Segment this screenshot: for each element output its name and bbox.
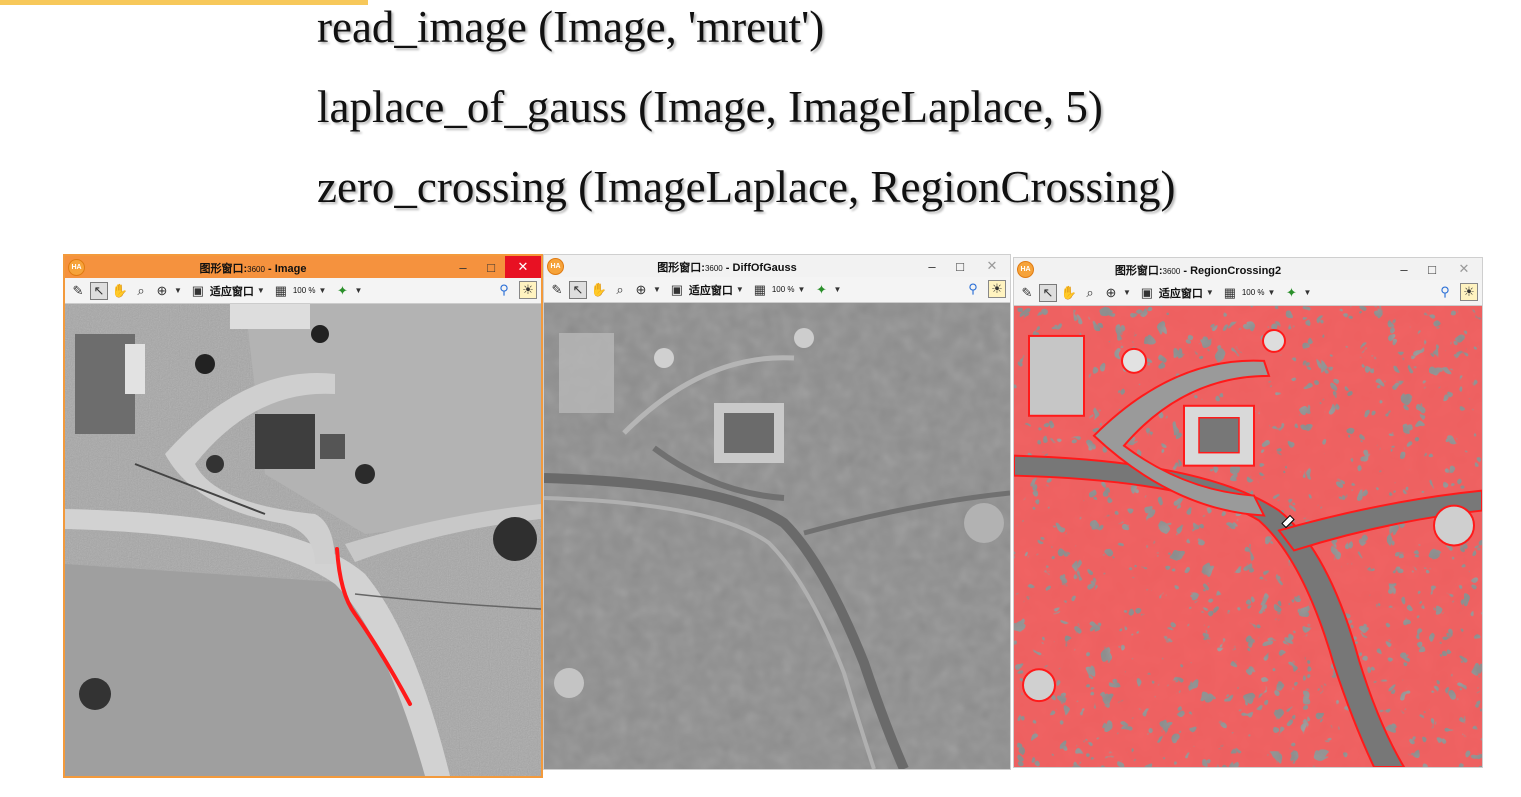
zoom-icon[interactable]: ⌕ (616, 281, 624, 297)
minimize-button[interactable]: – (928, 258, 936, 274)
slide-accent-bar (0, 0, 368, 5)
chevron-down-icon[interactable]: ▼ (174, 286, 182, 295)
graphics-window-image[interactable]: HA 图形窗口:3600 - Image – □ ✕ ✎ ↖ ✋ ⌕ ⊕ ▼ ▣… (63, 254, 543, 778)
zoom-icon[interactable]: ⌕ (137, 282, 145, 298)
draw-icon[interactable]: ✎ (551, 281, 563, 297)
title-id: 3600 (1162, 267, 1181, 276)
halcon-app-icon: HA (68, 258, 85, 276)
zoom-level-icon[interactable]: ▦ (274, 282, 287, 298)
fit-window-button[interactable]: 适应窗口 (209, 285, 254, 298)
chevron-down-icon[interactable]: ▼ (1303, 288, 1312, 297)
close-button[interactable]: ✕ (986, 258, 998, 273)
title-separator: - (264, 263, 275, 275)
window-title: 图形窗口:3600 - DiffOfGauss (544, 259, 910, 275)
window-title: 图形窗口:3600 - RegionCrossing2 (1014, 262, 1382, 278)
fit-window-icon[interactable]: ▣ (670, 281, 684, 297)
window-titlebar[interactable]: HA 图形窗口:3600 - DiffOfGauss – □ ✕ (544, 255, 1010, 277)
pencil-cursor-icon (1281, 514, 1295, 529)
title-id: 3600 (247, 265, 265, 274)
code-line-zero-crossing: zero_crossing (ImageLaplace, RegionCross… (317, 162, 1176, 212)
draw-icon[interactable]: ✎ (72, 282, 84, 298)
fit-window-button[interactable]: 适应窗口 (688, 284, 733, 297)
title-name: DiffOfGauss (732, 262, 797, 274)
inspect-icon[interactable]: ⚲ (499, 282, 509, 297)
chevron-down-icon[interactable]: ▼ (354, 286, 363, 295)
inspect-icon[interactable]: ⚲ (1440, 284, 1450, 299)
zoom-icon[interactable]: ⌕ (1086, 284, 1094, 300)
chevron-down-icon[interactable]: ▼ (1123, 288, 1131, 297)
code-line-read-image: read_image (Image, 'mreut') (317, 2, 825, 52)
maximize-button[interactable]: □ (1428, 261, 1436, 277)
title-prefix: 图形窗口: (199, 263, 248, 275)
chevron-down-icon[interactable]: ▼ (797, 285, 806, 294)
image-canvas[interactable] (65, 304, 541, 776)
window-titlebar[interactable]: HA 图形窗口:3600 - RegionCrossing2 – □ ✕ (1014, 258, 1482, 280)
title-name: RegionCrossing2 (1190, 265, 1282, 277)
aerial-image (65, 304, 541, 776)
fit-window-button[interactable]: 适应窗口 (1158, 287, 1203, 300)
window-title: 图形窗口:3600 - Image (65, 260, 441, 276)
pan-hand-icon[interactable]: ✋ (1060, 284, 1078, 300)
graphics-window-regioncrossing[interactable]: HA 图形窗口:3600 - RegionCrossing2 – □ ✕ ✎ ↖… (1013, 257, 1483, 768)
pointer-icon[interactable]: ↖ (569, 280, 587, 299)
title-prefix: 图形窗口: (1114, 265, 1163, 277)
draw-icon[interactable]: ✎ (1021, 284, 1033, 300)
fit-window-icon[interactable]: ▣ (1140, 284, 1154, 300)
chevron-down-icon[interactable]: ▼ (1267, 288, 1276, 297)
minimize-button[interactable]: – (1400, 261, 1408, 277)
zoom-plus-icon[interactable]: ⊕ (1105, 284, 1117, 300)
window-titlebar[interactable]: HA 图形窗口:3600 - Image – □ ✕ (65, 256, 541, 278)
pan-hand-icon[interactable]: ✋ (590, 281, 608, 297)
graphics-window-diffofgauss[interactable]: HA 图形窗口:3600 - DiffOfGauss – □ ✕ ✎ ↖ ✋ ⌕… (543, 254, 1011, 770)
inspect-icon[interactable]: ⚲ (968, 281, 978, 296)
light-icon[interactable]: ☀ (519, 281, 537, 299)
code-listing: read_image (Image, 'mreut') laplace_of_g… (317, 0, 1175, 227)
halcon-app-icon: HA (547, 257, 564, 275)
halcon-app-icon: HA (1017, 260, 1034, 278)
chevron-down-icon[interactable]: ▼ (735, 285, 744, 294)
zoom-level-select[interactable]: 100 % (292, 286, 316, 295)
light-icon[interactable]: ☀ (1460, 283, 1478, 301)
pointer-icon[interactable]: ↖ (1039, 283, 1057, 302)
title-separator: - (722, 262, 733, 274)
title-id: 3600 (704, 264, 723, 273)
maximize-button[interactable]: □ (956, 258, 964, 274)
chevron-down-icon[interactable]: ▼ (318, 286, 327, 295)
maximize-button[interactable]: □ (487, 259, 495, 275)
window-toolbar: ✎ ↖ ✋ ⌕ ⊕ ▼ ▣ 适应窗口 ▼ ▦ 100 % ▼ ✦ ▼ ⚲ ☀ (544, 277, 1010, 303)
minimize-button[interactable]: – (459, 259, 467, 275)
image-canvas[interactable] (544, 303, 1010, 769)
window-toolbar: ✎ ↖ ✋ ⌕ ⊕ ▼ ▣ 适应窗口 ▼ ▦ 100 % ▼ ✦ ▼ ⚲ ☀ (1014, 280, 1482, 306)
zero-crossing-region (1014, 306, 1482, 767)
laplace-image (544, 303, 1010, 769)
image-canvas[interactable] (1014, 306, 1482, 767)
chevron-down-icon[interactable]: ▼ (1205, 288, 1214, 297)
pan-hand-icon[interactable]: ✋ (111, 282, 129, 298)
pointer-icon[interactable]: ↖ (90, 281, 108, 300)
zoom-level-icon[interactable]: ▦ (753, 281, 766, 297)
color-palette-icon[interactable]: ✦ (816, 281, 827, 297)
zoom-plus-icon[interactable]: ⊕ (156, 282, 168, 298)
title-prefix: 图形窗口: (657, 262, 705, 274)
chevron-down-icon[interactable]: ▼ (653, 285, 661, 294)
code-line-laplace-of-gauss: laplace_of_gauss (Image, ImageLaplace, 5… (317, 82, 1103, 132)
title-name: Image (274, 263, 307, 275)
light-icon[interactable]: ☀ (988, 280, 1006, 298)
fit-window-icon[interactable]: ▣ (191, 282, 205, 298)
color-palette-icon[interactable]: ✦ (337, 282, 348, 298)
zoom-level-select[interactable]: 100 % (771, 285, 795, 294)
window-toolbar: ✎ ↖ ✋ ⌕ ⊕ ▼ ▣ 适应窗口 ▼ ▦ 100 % ▼ ✦ ▼ ⚲ ☀ (65, 278, 541, 304)
zoom-plus-icon[interactable]: ⊕ (635, 281, 647, 297)
zoom-level-icon[interactable]: ▦ (1223, 284, 1236, 300)
chevron-down-icon[interactable]: ▼ (833, 285, 842, 294)
close-button[interactable]: ✕ (505, 256, 541, 278)
close-button[interactable]: ✕ (1458, 261, 1470, 276)
color-palette-icon[interactable]: ✦ (1286, 284, 1297, 300)
chevron-down-icon[interactable]: ▼ (256, 286, 265, 295)
title-separator: - (1180, 265, 1191, 277)
zoom-level-select[interactable]: 100 % (1241, 288, 1265, 297)
